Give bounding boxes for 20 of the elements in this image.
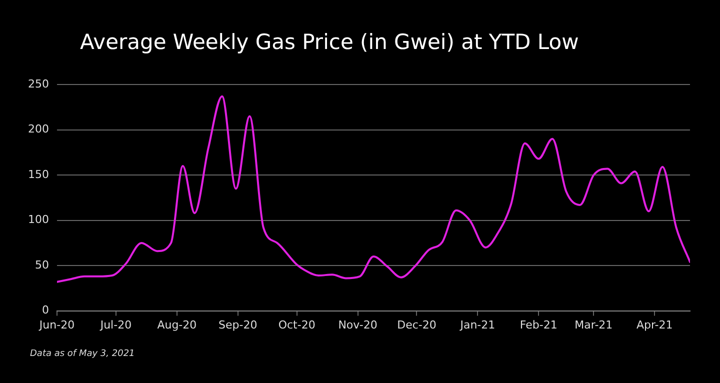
chart-title: Average Weekly Gas Price (in Gwei) at YTD Low	[80, 30, 579, 54]
x-tick-label: Nov-20	[338, 318, 378, 332]
x-tick-label: Dec-20	[397, 318, 436, 332]
text: Data as of May 3, 2021	[30, 349, 135, 359]
y-tick-label: 0	[42, 304, 49, 317]
x-tick-label: Jan-21	[459, 318, 496, 332]
y-tick-label: 200	[28, 122, 49, 136]
y-tick-label: 100	[28, 213, 49, 226]
x-tick-label: Oct-20	[278, 318, 316, 332]
line-series	[56, 95, 690, 283]
x-tick-label: Aug-20	[157, 318, 197, 332]
y-tick-label: 250	[28, 77, 49, 90]
x-tick-label: Jun-20	[38, 318, 75, 332]
x-tick-label: Sep-20	[218, 318, 258, 332]
x-tick-label: Feb-21	[520, 318, 558, 332]
y-tick-label: 50	[34, 258, 49, 272]
x-tick-label: Jul-20	[99, 318, 132, 332]
x-tick-label: Apr-21	[636, 318, 673, 332]
x-tick-label: Mar-21	[574, 318, 613, 332]
y-tick-label: 150	[28, 168, 49, 181]
